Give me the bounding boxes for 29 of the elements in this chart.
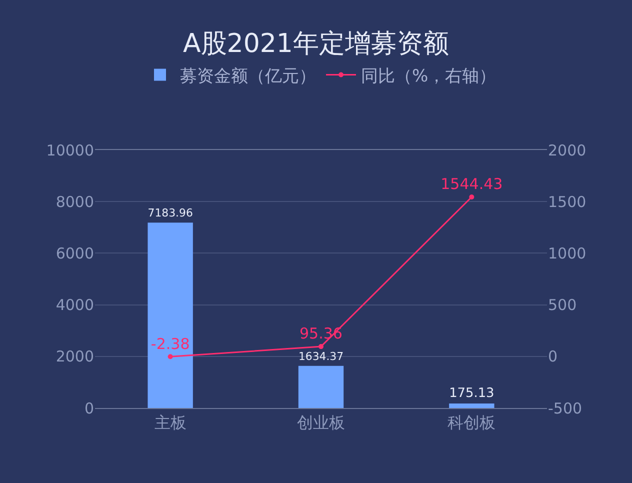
legend-label: 募资金额（亿元）: [180, 66, 316, 86]
y-tick-label: 6000: [56, 244, 94, 262]
y2-tick-label: 2000: [548, 141, 586, 160]
legend-label: 同比（%，右轴）: [361, 66, 496, 86]
y2-tick-label: 0: [548, 348, 558, 366]
y-tick-label: 2000: [56, 348, 94, 366]
x-tick-label: 主板: [154, 413, 186, 432]
y2-tick-label: -500: [548, 399, 582, 418]
bar: [298, 366, 344, 408]
data-label: 7183.96: [148, 206, 193, 220]
point: [168, 354, 173, 360]
data-label: 175.13: [449, 386, 494, 402]
bar: [148, 222, 193, 408]
y-tick-label: 8000: [56, 192, 94, 211]
point: [318, 344, 324, 350]
y-tick-label: 4000: [56, 296, 94, 314]
data-label: 1634.37: [298, 350, 344, 363]
y-tick-label: 0: [84, 399, 94, 418]
y-tick-label: 10000: [46, 141, 94, 160]
x-tick-label: 科创板: [448, 413, 496, 432]
chart-title: A股2021年定增募资额: [183, 29, 449, 60]
data-label: -2.38: [150, 334, 190, 353]
x-tick-label: 创业板: [297, 413, 345, 432]
point: [469, 194, 474, 200]
y2-tick-label: 500: [548, 296, 577, 314]
y2-tick-label: 1000: [548, 244, 586, 262]
y2-tick-label: 1500: [548, 192, 586, 211]
data-label: 1544.43: [440, 175, 503, 194]
bar: [449, 403, 494, 408]
